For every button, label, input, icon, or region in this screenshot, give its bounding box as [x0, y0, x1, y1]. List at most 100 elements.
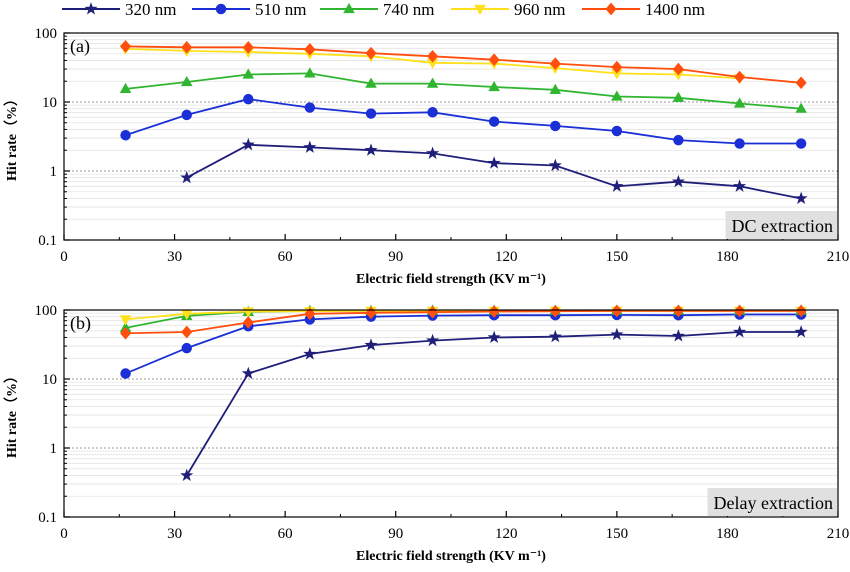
data-point	[671, 174, 685, 188]
data-point	[488, 80, 500, 92]
panel-b: 0.1 1 10 100 0 30 60 90 120 150 180 210 Electric fie…	[4, 303, 849, 564]
x-tick-label: 210	[827, 526, 850, 542]
data-point	[180, 309, 193, 320]
data-point	[426, 146, 440, 159]
data-point	[488, 305, 500, 318]
panel-label: (b)	[70, 313, 91, 334]
y-tick-label: 10	[42, 95, 57, 111]
panel-a: 0.1 1 10 100 0 30 60 90 120 150 180 210 Electric fie…	[4, 26, 849, 287]
extraction-mode-label-text: Delay extraction	[714, 493, 833, 513]
y-tick-label: 0.1	[38, 233, 57, 249]
data-point	[611, 90, 623, 101]
legend-label: 740 nm	[383, 0, 434, 19]
legend-marker	[605, 2, 617, 16]
legend-marker	[215, 3, 227, 15]
x-tick-label: 180	[716, 249, 739, 265]
series	[119, 67, 807, 113]
data-point	[733, 325, 747, 338]
data-point	[426, 333, 440, 347]
x-tick-label: 150	[606, 249, 629, 265]
series	[180, 325, 808, 482]
data-point	[180, 468, 194, 482]
data-point	[120, 129, 131, 141]
data-point	[243, 93, 254, 105]
legend-item: 740 nm	[320, 0, 434, 19]
data-point	[242, 68, 255, 79]
y-tick-label: 0.1	[38, 510, 57, 526]
data-point	[734, 304, 746, 318]
data-point	[304, 102, 316, 113]
data-point	[795, 138, 807, 149]
data-point	[120, 326, 132, 340]
data-point	[795, 304, 807, 318]
data-point	[426, 77, 439, 88]
plot-area	[64, 33, 838, 240]
data-point	[611, 60, 623, 74]
extraction-mode-label-background	[725, 211, 837, 239]
data-point	[181, 342, 192, 354]
legend-label: 1400 nm	[645, 0, 705, 19]
data-point	[734, 70, 746, 84]
data-point	[242, 316, 254, 329]
data-point	[548, 329, 562, 343]
y-tick-label: 100	[35, 26, 58, 42]
x-tick-label: 90	[388, 249, 403, 265]
data-point	[242, 40, 254, 54]
y-tick-label: 100	[35, 303, 58, 319]
x-axis-title: Electric field strength (KV m⁻¹)	[356, 272, 546, 287]
data-point	[794, 325, 808, 338]
data-point	[611, 304, 623, 318]
y-axis: 0.1 1 10 100	[35, 303, 70, 526]
data-point	[794, 191, 808, 205]
data-point	[181, 325, 193, 339]
legend-item: 960 nm	[451, 0, 565, 19]
data-point	[181, 109, 192, 121]
y-tick-label: 1	[50, 164, 58, 180]
data-point	[120, 368, 131, 379]
gridlines	[64, 35, 838, 220]
data-point	[673, 134, 684, 146]
series-line	[125, 309, 802, 335]
data-point	[487, 330, 501, 344]
y-axis-title: Hit rate（%）	[4, 92, 20, 181]
data-point	[304, 307, 316, 321]
data-point	[672, 304, 684, 318]
data-point	[365, 108, 377, 119]
extraction-mode-label-text: DC extraction	[732, 216, 833, 236]
data-point	[548, 158, 562, 172]
gridlines	[64, 312, 838, 497]
series	[120, 93, 807, 149]
x-tick-label: 60	[278, 526, 293, 542]
series	[180, 137, 808, 205]
x-tick-label: 0	[60, 526, 68, 542]
data-point	[241, 366, 255, 380]
data-point	[550, 120, 561, 132]
x-axis-title: Electric field strength (KV m⁻¹)	[356, 549, 546, 564]
x-tick-label: 0	[60, 249, 68, 265]
legend-item: 320 nm	[62, 0, 176, 19]
data-point	[672, 70, 685, 81]
series-group	[119, 40, 808, 205]
y-axis-title: Hit rate（%）	[4, 369, 20, 458]
x-tick-label: 30	[167, 526, 182, 542]
data-point	[610, 327, 624, 341]
extraction-mode-label-background	[707, 488, 837, 516]
extraction-mode-label: DC extraction	[725, 211, 837, 239]
x-axis: 0 30 60 90 120 150 180 210	[60, 511, 849, 542]
data-point	[671, 329, 685, 342]
x-tick-label: 120	[495, 526, 518, 542]
data-point	[610, 179, 624, 192]
data-point	[487, 156, 501, 169]
x-tick-label: 120	[495, 249, 518, 265]
data-point	[180, 170, 194, 184]
data-point	[672, 91, 685, 102]
y-tick-label: 10	[42, 372, 57, 388]
data-point	[303, 347, 317, 360]
legend-marker	[84, 2, 98, 15]
data-point	[672, 62, 684, 76]
data-point	[364, 338, 378, 351]
data-point	[119, 315, 132, 326]
data-point	[364, 143, 378, 156]
data-point	[303, 140, 317, 153]
